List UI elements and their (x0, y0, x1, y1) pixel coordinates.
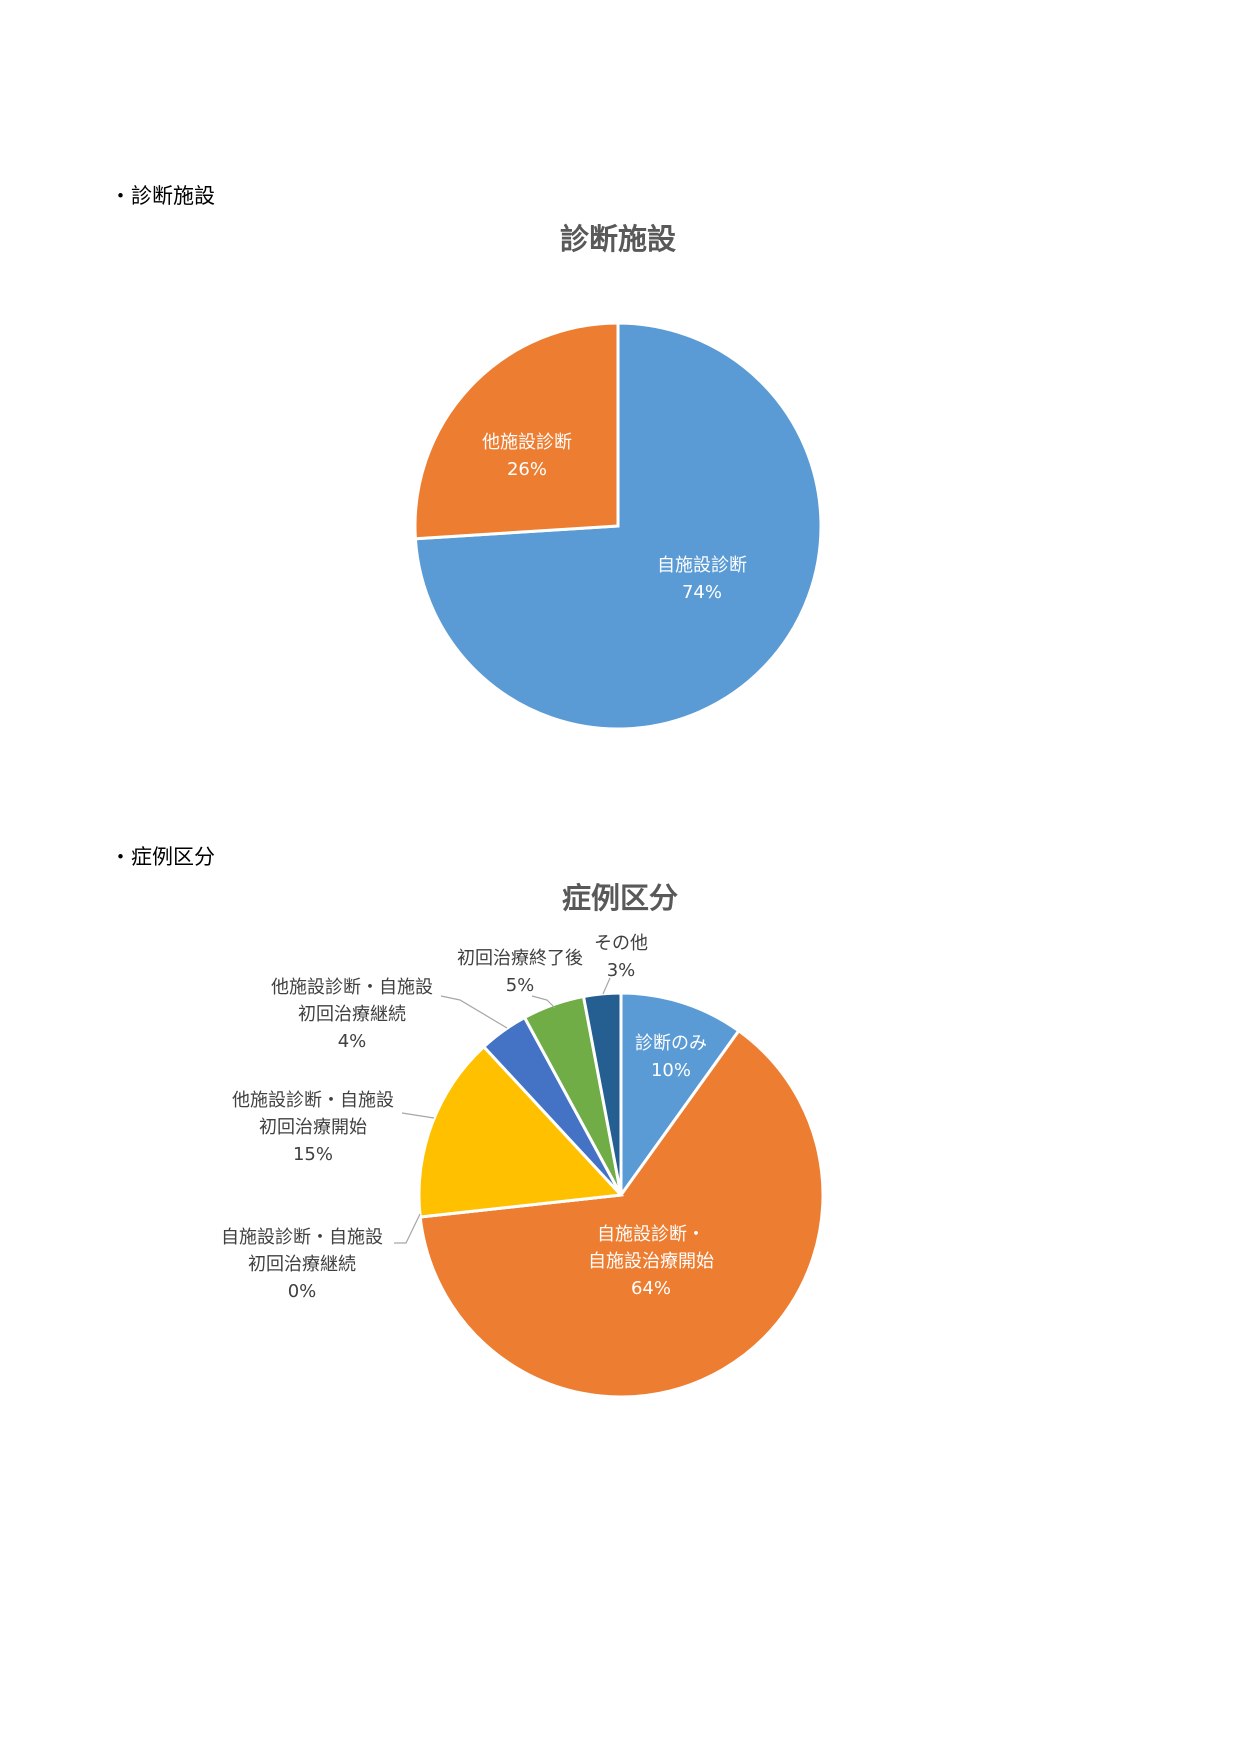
data-label-text: 自施設診断・自施設 (221, 1227, 383, 1248)
pie-slice (418, 1028, 825, 1399)
data-label-value: 0% (288, 1281, 317, 1302)
leader-line (602, 977, 611, 995)
data-label-value: 5% (506, 975, 535, 996)
data-label-text: 診断のみ (635, 1033, 707, 1054)
data-label-text: 他施設診断 (482, 432, 572, 453)
data-label-text: 初回治療継続 (248, 1254, 356, 1275)
section-label-case-category: ・症例区分 (110, 845, 215, 869)
data-label-text: その他 (594, 933, 648, 954)
data-label-text: 初回治療開始 (259, 1117, 367, 1138)
data-label-text: 他施設診断・自施設 (232, 1090, 394, 1111)
data-label-value: 74% (682, 582, 722, 603)
chart-title-case-category: 症例区分 (562, 881, 678, 915)
pie-slice (581, 991, 623, 1196)
data-label-text: 自施設診断・ (597, 1224, 705, 1245)
leader-line (394, 1213, 421, 1244)
data-label-text: 他施設診断・自施設 (271, 977, 433, 998)
data-label-value: 26% (507, 459, 547, 480)
chart-title-diagnosis-facility: 診断施設 (560, 222, 677, 256)
data-label-value: 15% (293, 1144, 333, 1165)
section-label-diagnosis-facility: ・診断施設 (110, 184, 215, 208)
pie-slice (413, 321, 620, 541)
pie-diagnosis-facility: 自施設診断 74% 他施設診断 26% (413, 321, 823, 731)
pie-slice (417, 1044, 625, 1219)
data-label-text: 自施設治療開始 (588, 1251, 714, 1272)
leader-line (440, 995, 508, 1029)
data-label-text: 初回治療終了後 (457, 948, 583, 969)
data-label-value: 64% (631, 1278, 671, 1299)
data-label-value: 4% (338, 1031, 367, 1052)
data-label-text: 自施設診断 (657, 555, 747, 576)
leader-line (531, 995, 556, 1009)
pie-slice (619, 991, 741, 1200)
data-label-value: 3% (607, 960, 636, 981)
data-label-text: 初回治療継続 (298, 1004, 406, 1025)
leader-line (401, 1112, 435, 1119)
pie-case-category: 診断のみ10%自施設診断・自施設治療開始64%自施設診断・自施設初回治療継続0%… (221, 933, 825, 1399)
data-label-value: 10% (651, 1060, 691, 1081)
